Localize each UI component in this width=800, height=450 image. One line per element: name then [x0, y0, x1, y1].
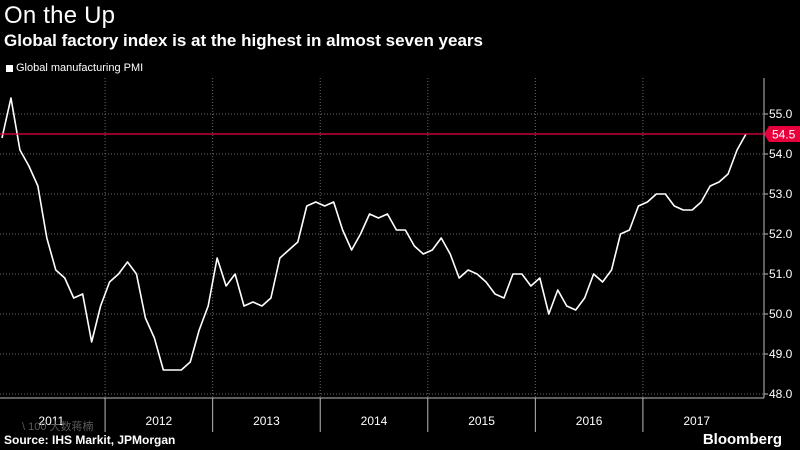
y-tick-label: 51.0 — [769, 267, 793, 281]
y-tick-label: 55.0 — [769, 107, 793, 121]
x-tick-label: 2012 — [146, 414, 173, 428]
x-tick-label: 2013 — [253, 414, 280, 428]
chart-subtitle: Global factory index is at the highest i… — [4, 31, 483, 50]
watermark-text: \ 100 大数蒋楠 — [22, 421, 94, 433]
reference-label: 54.5 — [772, 128, 796, 142]
grid-lines — [0, 78, 764, 398]
x-axis: 2011 2012 2013 2014 2015 2016 2017 — [0, 397, 764, 432]
series-line-global-manufacturing-pmi — [1, 97, 747, 371]
y-tick-label: 54.0 — [769, 147, 793, 161]
y-tick-label: 48.0 — [769, 387, 793, 401]
x-tick-label: 2016 — [576, 414, 603, 428]
y-tick-label: 49.0 — [769, 347, 793, 361]
legend-swatch — [6, 64, 13, 72]
x-tick-label: 2017 — [683, 414, 710, 428]
reference-layer: 54.5 — [0, 126, 800, 142]
chart-title: On the Up — [4, 2, 116, 29]
brand-logo: Bloomberg — [702, 431, 782, 448]
series-layer — [1, 97, 747, 371]
x-tick-label: 2014 — [361, 414, 388, 428]
legend: Global manufacturing PMI — [6, 62, 143, 74]
y-tick-label: 52.0 — [769, 227, 793, 241]
legend-label: Global manufacturing PMI — [16, 62, 144, 74]
x-tick-label: 2015 — [468, 414, 495, 428]
x-tick-label: 2011 — [38, 414, 64, 428]
reference-label-box — [764, 126, 800, 142]
y-tick-label: 53.0 — [769, 187, 793, 201]
y-axis: 48.0 49.0 50.0 51.0 52.0 53.0 54.0 55.0 — [763, 78, 793, 401]
source-note: Source: IHS Markit, JPMorgan — [4, 433, 176, 447]
y-tick-label: 50.0 — [769, 307, 793, 321]
